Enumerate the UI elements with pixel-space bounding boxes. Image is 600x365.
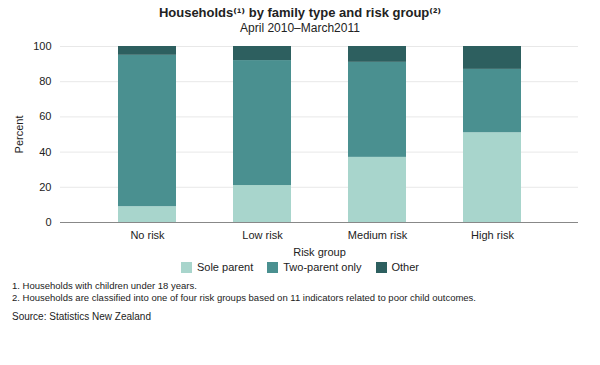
html-text:Other: Other [391,261,419,273]
svg-text:20: 20 [39,181,51,193]
svg-text:Medium risk: Medium risk [348,229,408,241]
html-text:Source: Statistics New Zealand: Source: Statistics New Zealand [12,311,151,322]
html-text:2. Households are classified i: 2. Households are classified into one of… [12,292,476,303]
html-text:Households⁽¹⁾ by family type a: Households⁽¹⁾ by family type and risk gr… [158,5,442,20]
svg-text:60: 60 [39,110,51,122]
svg-text:Risk group: Risk group [293,246,346,258]
html-text:Two-parent only: Two-parent only [283,261,362,273]
svg-text:0: 0 [45,216,51,228]
html-text:April 2010–March2011: April 2010–March2011 [240,21,360,35]
svg-text:High risk: High risk [471,229,514,241]
svg-text:Percent: Percent [13,116,25,154]
svg-text:40: 40 [39,146,51,158]
svg-text:No risk: No risk [130,229,165,241]
svg-text:100: 100 [33,40,51,52]
html-text:Sole parent: Sole parent [197,261,254,273]
svg-text:Low risk: Low risk [242,229,283,241]
svg-text:80: 80 [39,75,51,87]
html-text:1. Households with children un: 1. Households with children under 18 yea… [12,280,197,291]
